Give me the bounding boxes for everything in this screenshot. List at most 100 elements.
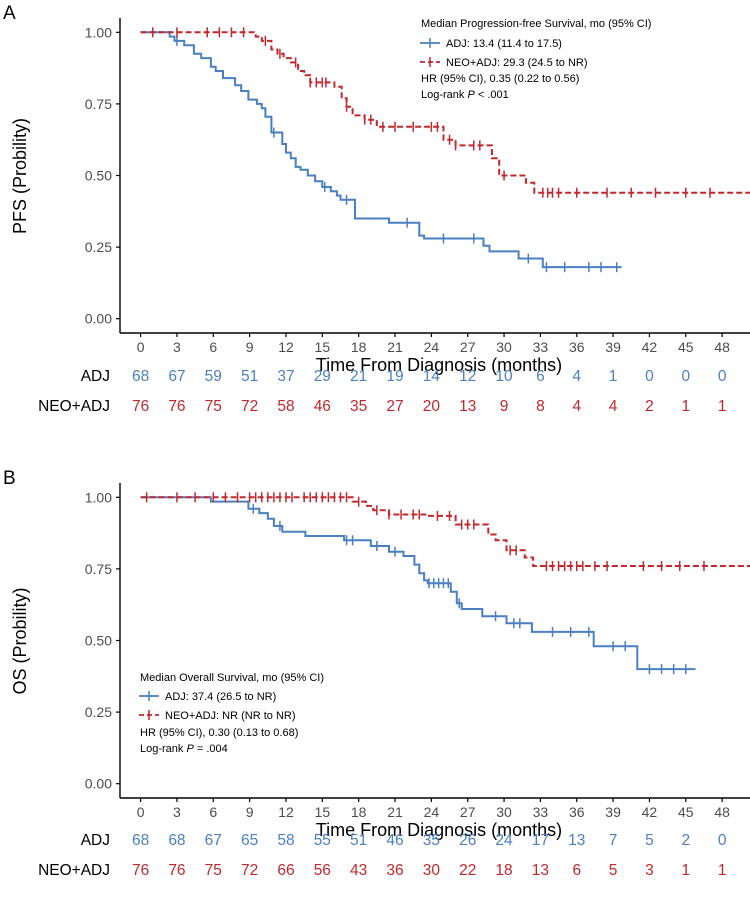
panel-a-y-axis-title: PFS (Probility) — [10, 118, 30, 234]
risk-table-cell: 76 — [168, 862, 185, 879]
y-tick-label: 0.25 — [85, 239, 112, 255]
risk-table-cell: 13 — [532, 862, 549, 879]
y-tick-label: 1.00 — [85, 24, 112, 40]
panel-a-legend: Median Progression-free Survival, mo (95… — [420, 18, 651, 101]
x-tick-label: 15 — [315, 804, 331, 820]
risk-table-cell: 29 — [314, 368, 331, 385]
risk-table-cell: 2 — [645, 398, 654, 415]
risk-table-cell: 46 — [314, 398, 331, 415]
risk-table-cell: 67 — [168, 368, 185, 385]
panel-b-risk-table: ADJ 68 68 67 65 58 55 51 46 35 26 24 17 13 7 5 2 0NEO+ADJ… — [38, 832, 727, 879]
risk-table-cell: 22 — [459, 862, 476, 879]
risk-table-cell: 5 — [645, 832, 654, 849]
panel-b-os-chart: B OS (Probility) Time From Diagnosis (mo… — [3, 468, 750, 879]
risk-table-group-label: ADJ — [81, 368, 110, 385]
risk-table-cell: 8 — [536, 398, 545, 415]
risk-table-cell: 9 — [500, 398, 509, 415]
x-tick-label: 21 — [387, 804, 403, 820]
panel-a-axes: 0 3 6 9 12 15 18 21 24 27 30 33 36 39 42 45 480.000.250.… — [85, 18, 750, 355]
risk-table-cell: 68 — [132, 832, 149, 849]
panel-b-y-axis-title: OS (Probility) — [10, 587, 30, 694]
y-tick-label: 0.25 — [85, 704, 112, 720]
x-tick-label: 0 — [137, 804, 145, 820]
risk-table-cell: 5 — [609, 862, 618, 879]
risk-table-cell: 75 — [205, 398, 222, 415]
risk-table-cell: 1 — [718, 862, 727, 879]
risk-table-cell: 51 — [241, 368, 258, 385]
risk-table-cell: 72 — [241, 398, 258, 415]
x-tick-label: 33 — [533, 339, 549, 355]
risk-table-cell: 1 — [681, 398, 690, 415]
x-tick-label: 12 — [278, 339, 294, 355]
risk-table-cell: 2 — [681, 832, 690, 849]
x-tick-label: 21 — [387, 339, 403, 355]
x-tick-label: 33 — [533, 804, 549, 820]
risk-table-cell: 75 — [205, 862, 222, 879]
x-tick-label: 9 — [246, 339, 254, 355]
risk-table-cell: 18 — [495, 862, 512, 879]
risk-table-cell: 24 — [495, 832, 513, 849]
km-curve-adj — [140, 31, 622, 269]
risk-table-cell: 56 — [314, 862, 331, 879]
km-curve-neo — [140, 496, 750, 567]
x-tick-label: 18 — [351, 804, 367, 820]
risk-table-cell: 65 — [241, 832, 258, 849]
panel-b-legend-logrank: Log-rank P = .004 — [140, 743, 228, 755]
risk-table-cell: 17 — [532, 832, 549, 849]
panel-b-legend-title: Median Overall Survival, mo (95% CI) — [140, 672, 324, 684]
y-tick-label: 0.00 — [85, 776, 112, 792]
x-tick-label: 48 — [714, 339, 730, 355]
x-tick-label: 3 — [173, 804, 181, 820]
x-tick-label: 6 — [209, 804, 217, 820]
panel-b-series — [140, 492, 750, 675]
risk-table-cell: 4 — [572, 368, 581, 385]
panel-a-x-axis-title: Time From Diagnosis (months) — [316, 355, 562, 375]
km-curve-neo — [140, 31, 750, 194]
x-tick-label: 36 — [569, 804, 585, 820]
risk-table-cell: 0 — [718, 832, 727, 849]
km-curve-adj — [140, 496, 696, 671]
risk-table-cell: 0 — [681, 368, 690, 385]
risk-table-cell: 26 — [459, 832, 476, 849]
risk-table-cell: 72 — [241, 862, 258, 879]
x-tick-label: 6 — [209, 339, 217, 355]
risk-table-cell: 0 — [645, 368, 654, 385]
risk-table-cell: 36 — [386, 862, 403, 879]
y-tick-label: 1.00 — [85, 489, 112, 505]
risk-table-group-label: ADJ — [81, 832, 110, 849]
panel-a-legend-neo-entry: NEO+ADJ: 29.3 (24.5 to NR) — [446, 57, 588, 69]
risk-table-cell: 1 — [718, 398, 727, 415]
risk-table-cell: 68 — [132, 368, 149, 385]
risk-table-cell: 4 — [609, 398, 618, 415]
risk-table-cell: 76 — [132, 862, 149, 879]
risk-table-cell: 30 — [423, 862, 441, 879]
risk-table-cell: 0 — [718, 368, 727, 385]
risk-table-cell: 4 — [572, 398, 581, 415]
risk-table-cell: 1 — [681, 862, 690, 879]
x-tick-label: 45 — [678, 804, 694, 820]
panel-a-legend-adj-entry: ADJ: 13.4 (11.4 to 17.5) — [446, 38, 562, 50]
panel-a-series — [140, 27, 750, 273]
panel-b-letter: B — [3, 468, 16, 489]
risk-table-cell: 68 — [168, 832, 185, 849]
y-tick-label: 0.00 — [85, 311, 112, 327]
risk-table-cell: 67 — [205, 832, 222, 849]
x-tick-label: 24 — [424, 804, 440, 820]
panel-b-legend-neo-entry: NEO+ADJ: NR (NR to NR) — [165, 710, 296, 722]
risk-table-cell: 27 — [386, 398, 403, 415]
x-tick-label: 27 — [460, 339, 476, 355]
panel-a-letter: A — [3, 3, 16, 24]
risk-table-cell: 43 — [350, 862, 367, 879]
risk-table-cell: 13 — [568, 832, 585, 849]
x-tick-label: 12 — [278, 804, 294, 820]
risk-table-cell: 58 — [277, 832, 294, 849]
risk-table-cell: 66 — [277, 862, 294, 879]
risk-table-cell: 10 — [495, 368, 513, 385]
panel-b-legend-adj-entry: ADJ: 37.4 (26.5 to NR) — [165, 691, 276, 703]
x-tick-label: 24 — [424, 339, 440, 355]
x-tick-label: 18 — [351, 339, 367, 355]
risk-table-cell: 19 — [386, 368, 403, 385]
y-tick-label: 0.75 — [85, 96, 112, 112]
risk-table-cell: 12 — [459, 368, 476, 385]
